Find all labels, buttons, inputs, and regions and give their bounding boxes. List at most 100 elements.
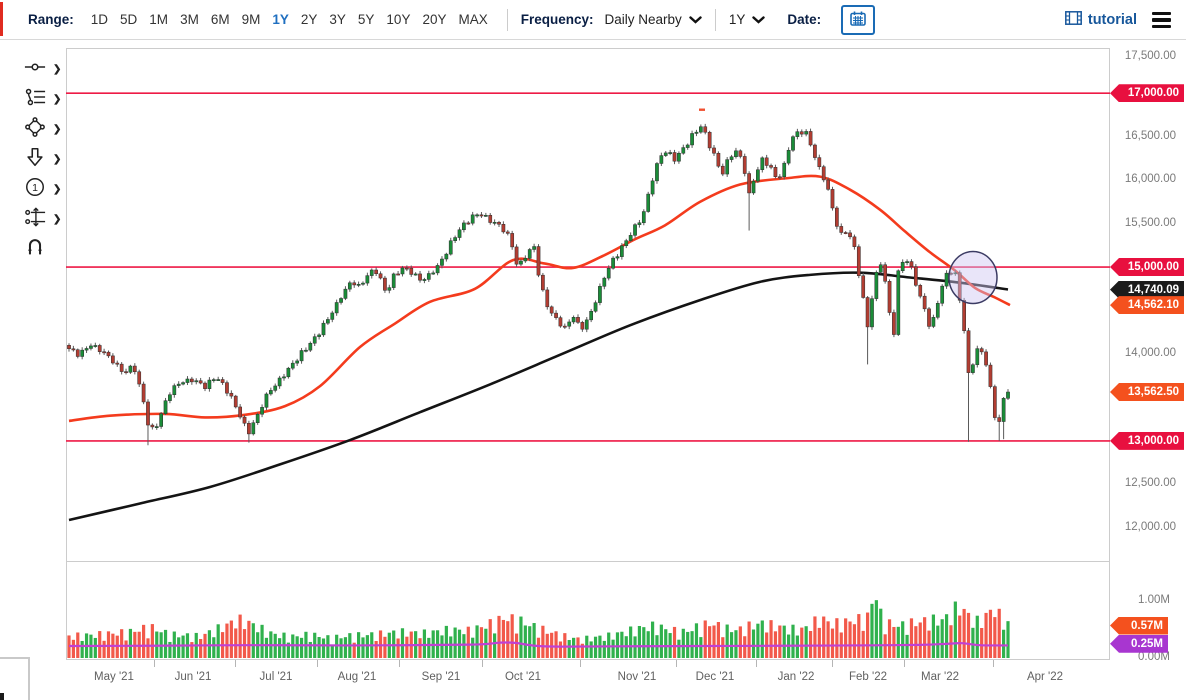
range-1d[interactable]: 1D [90, 12, 109, 27]
arrow-down-icon [24, 146, 46, 173]
range-20y[interactable]: 20Y [422, 12, 447, 27]
x-axis-label: Jan '22 [777, 671, 815, 683]
y-axis-tick-label: 17,500.00 [1124, 50, 1176, 62]
date-label: Date: [787, 12, 822, 27]
chevron-right-icon: ❯ [53, 214, 62, 225]
background-widget-mark [0, 693, 4, 700]
y-axis-tick-label: 14,000.00 [1124, 346, 1176, 359]
frequency-dropdown[interactable]: Daily Nearby [605, 12, 702, 27]
measure-icon [24, 206, 46, 233]
range-5d[interactable]: 5D [120, 12, 138, 27]
chevron-right-icon: ❯ [53, 64, 62, 75]
fibonacci-tool-button[interactable]: ❯ [24, 88, 61, 111]
svg-text:1: 1 [32, 182, 38, 194]
x-axis-label: Mar '22 [921, 671, 959, 683]
toolbar-separator [714, 8, 716, 31]
range-2y[interactable]: 2Y [300, 12, 318, 27]
volume-axis-tick-label: 0.00M [1138, 651, 1170, 663]
x-axis-label: Apr '22 [1026, 671, 1064, 683]
x-axis-label: Aug '21 [337, 671, 377, 683]
chevron-down-icon [689, 15, 702, 24]
x-axis-tick [153, 660, 155, 667]
trendline-icon [24, 56, 46, 83]
y-axis-tick-label: 15,500.00 [1124, 216, 1176, 229]
ma-short-value-badge: 14,562.10 [1110, 296, 1184, 315]
chart-plot-area[interactable] [66, 48, 1110, 660]
level-price-badge: 17,000.00 [1110, 84, 1184, 103]
arrow-tool-button[interactable]: ❯ [24, 146, 62, 173]
level-price-badge: 13,000.00 [1110, 431, 1184, 450]
x-axis-tick [580, 660, 581, 667]
top-toolbar: Range: 1D 5D 1M 3M 6M 9M 1Y 2Y 3Y 5Y 10Y… [0, 0, 1186, 40]
y-axis-tick-label: 12,500.00 [1124, 477, 1176, 490]
calendar-icon [850, 11, 866, 29]
chevron-right-icon: ❯ [53, 184, 62, 195]
date-picker-button[interactable] [841, 4, 876, 35]
x-axis-tick [316, 660, 318, 667]
tutorial-button[interactable]: tutorial [1064, 11, 1137, 29]
toolbar-separator [506, 8, 508, 31]
x-axis-tick [399, 660, 400, 667]
x-axis-label: Jun '21 [174, 671, 212, 683]
trendline-tool-button[interactable]: ❯ [24, 58, 61, 81]
x-axis-label: May '21 [94, 671, 134, 683]
x-axis-tick [992, 660, 994, 667]
x-axis-label: Feb '22 [849, 671, 887, 683]
hamburger-menu-icon[interactable] [1149, 9, 1174, 31]
range-max[interactable]: MAX [458, 12, 488, 27]
x-axis-tick [482, 660, 483, 667]
range-1y-active[interactable]: 1Y [272, 12, 289, 27]
y-axis-tick-label: 16,000.00 [1124, 173, 1176, 186]
left-edge-marker [0, 2, 3, 36]
x-axis-label: Jul '21 [259, 671, 293, 683]
chevron-down-icon [752, 15, 766, 24]
last-price-badge: 13,562.50 [1110, 383, 1184, 401]
tutorial-label: tutorial [1087, 12, 1137, 28]
x-axis-tick [904, 660, 905, 667]
volume-value-badge: 0.57M [1110, 616, 1168, 635]
x-axis-tick [832, 660, 833, 667]
range-1m[interactable]: 1M [149, 12, 169, 27]
level-price-badge: 15,000.00 [1110, 258, 1184, 277]
x-axis-label: Nov '21 [617, 671, 657, 683]
frequency-label: Frequency: [520, 12, 594, 27]
x-axis-label: Oct '21 [504, 671, 542, 683]
fibonacci-icon [24, 86, 46, 113]
volume-ma-badge: 0.25M [1110, 634, 1168, 653]
price-volume-divider [66, 561, 1110, 562]
period-dropdown[interactable]: 1Y [729, 12, 766, 27]
film-icon [1064, 11, 1082, 29]
drawing-toolbar: ❯ ❯ ❯ [24, 58, 61, 261]
chevron-right-icon: ❯ [53, 94, 62, 105]
ma-long-value-badge: 14,740.09 [1110, 280, 1184, 299]
y-axis-tick-label: 16,500.00 [1124, 129, 1176, 142]
chevron-right-icon: ❯ [53, 154, 62, 165]
background-widget-corner [0, 657, 30, 700]
volume-axis-tick-label: 1.00M [1138, 594, 1170, 606]
range-6m[interactable]: 6M [210, 12, 230, 27]
magnet-tool-button[interactable] [24, 238, 61, 261]
annotation-number-icon: 1 [24, 176, 46, 203]
range-3y[interactable]: 3Y [329, 12, 346, 27]
x-axis-label: Sep '21 [421, 671, 461, 683]
range-10y[interactable]: 10Y [386, 12, 411, 27]
x-axis-tick [234, 660, 236, 667]
shapes-icon [24, 116, 46, 143]
y-axis-tick-label: 12,000.00 [1124, 520, 1176, 533]
range-3m[interactable]: 3M [180, 12, 199, 27]
toolbar-right: tutorial [1064, 0, 1174, 40]
range-label: Range: [28, 12, 74, 27]
measure-tool-button[interactable]: ❯ [24, 206, 62, 233]
shapes-tool-button[interactable]: ❯ [24, 116, 62, 143]
annotation-tool-button[interactable]: 1 ❯ [24, 178, 61, 201]
x-axis-tick [755, 660, 757, 667]
frequency-value: Daily Nearby [604, 12, 682, 27]
x-axis-label: Dec '21 [695, 671, 735, 683]
range-5y[interactable]: 5Y [357, 12, 375, 27]
period-value: 1Y [728, 12, 746, 27]
x-axis-tick [676, 660, 677, 667]
magnet-icon [24, 236, 46, 263]
chevron-right-icon: ❯ [53, 124, 62, 135]
range-9m[interactable]: 9M [241, 12, 261, 27]
